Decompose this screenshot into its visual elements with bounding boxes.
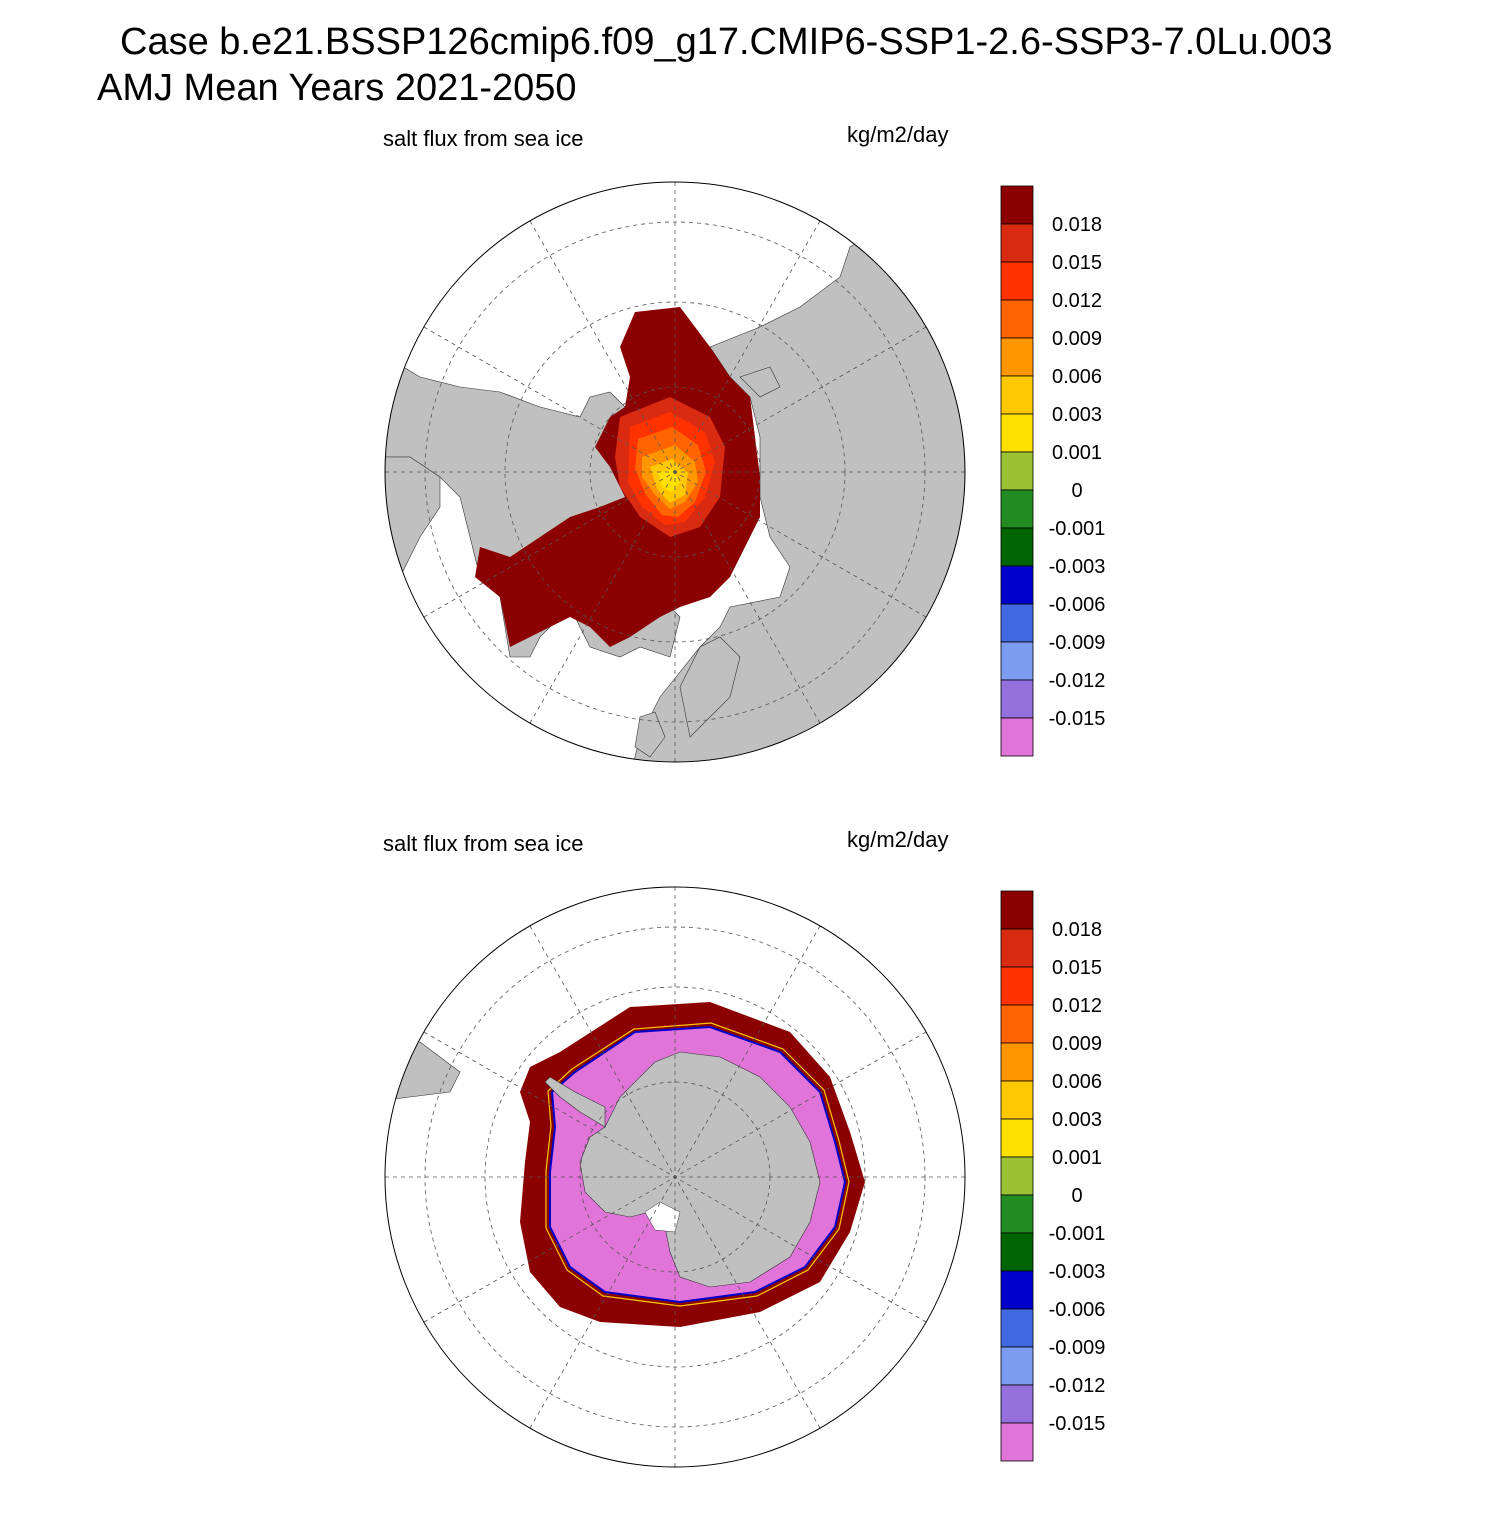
colorbar-tick-label: -0.015: [1049, 708, 1106, 730]
colorbar-swatch: [1000, 375, 1034, 415]
ross-ice-shelf: [644, 1201, 681, 1233]
antarctica-landmass: [579, 1051, 821, 1288]
antarctica: [544, 1051, 821, 1288]
panel-south: salt flux from sea ice kg/m2/day: [0, 815, 1500, 1515]
colorbar-swatch: [1000, 261, 1034, 301]
colorbar-swatch: [1000, 603, 1034, 643]
figure-title-line-2: AMJ Mean Years 2021-2050: [97, 67, 577, 109]
scandinavia-landmass: [679, 636, 741, 738]
panel-units-label: kg/m2/day: [847, 122, 949, 147]
colorbar-swatch: [1000, 223, 1034, 263]
colorbar-tick-label: 0.009: [1052, 1033, 1102, 1055]
colorbar-tick-label: -0.006: [1049, 594, 1106, 616]
colorbar-swatch: [1000, 1422, 1034, 1462]
colorbar-tick-label: -0.003: [1049, 556, 1106, 578]
panel-units-label: kg/m2/day: [847, 827, 949, 852]
colorbar-tick-label: -0.015: [1049, 1413, 1106, 1435]
colorbar-swatch: [1000, 928, 1034, 968]
colorbar-tick-label: 0: [1071, 480, 1082, 502]
colorbar-tick-label: -0.001: [1049, 518, 1106, 540]
colorbar-swatch: [1000, 1346, 1034, 1386]
colorbar-swatch: [1000, 1308, 1034, 1348]
flux-ring-edge-blue: [549, 1025, 847, 1304]
colorbar-tick-label: 0.015: [1052, 252, 1102, 274]
colorbar: 0.018 0.015 0.012 0.009 0.006 0.003 0.001 0 -0.0…: [1000, 890, 1106, 1462]
colorbar-tick-label: 0: [1071, 1185, 1082, 1207]
colorbar-swatch: [1000, 451, 1034, 491]
colorbar-tick-label: 0.009: [1052, 328, 1102, 350]
colorbar-tick-label: -0.009: [1049, 632, 1106, 654]
colorbar-swatch: [1000, 185, 1034, 225]
flux-band-001: [658, 469, 680, 493]
map-boundary: [384, 886, 966, 1468]
panel-north: salt flux from sea ice kg/m2/day: [0, 110, 1500, 810]
panel-title-left: salt flux from sea ice: [383, 831, 584, 856]
colorbar-tick-label: 0.012: [1052, 995, 1102, 1017]
colorbar-swatch: [1000, 679, 1034, 719]
figure-title-line-1: Case b.e21.BSSP126cmip6.f09_g17.CMIP6-SS…: [120, 21, 1333, 63]
south-polar-map: [384, 886, 966, 1468]
colorbar-swatch: [1000, 1042, 1034, 1082]
colorbar-swatch: [1000, 1384, 1034, 1424]
colorbar-swatch: [1000, 299, 1034, 339]
colorbar-tick-label: -0.012: [1049, 670, 1106, 692]
flux-band-high: [475, 307, 760, 647]
colorbar-swatch: [1000, 717, 1034, 757]
siberia-island: [739, 366, 781, 398]
colorbar-tick-label: 0.003: [1052, 1109, 1102, 1131]
colorbar-tick-label: 0.003: [1052, 404, 1102, 426]
colorbar-swatch: [1000, 890, 1034, 930]
colorbar-tick-label: -0.012: [1049, 1375, 1106, 1397]
colorbar-tick-label: 0.018: [1052, 919, 1102, 941]
colorbar-swatch: [1000, 1270, 1034, 1310]
flux-ring-edge-yellow: [545, 1022, 850, 1307]
colorbar-swatch: [1000, 565, 1034, 605]
colorbar-swatch: [1000, 1080, 1034, 1120]
colorbar-swatch: [1000, 966, 1034, 1006]
colorbar-tick-label: 0.001: [1052, 442, 1102, 464]
colorbar: 0.018 0.015 0.012 0.009 0.006 0.003 0.001 0 -0.0…: [1000, 185, 1106, 757]
colorbar-swatch: [1000, 413, 1034, 453]
colorbar-tick-label: -0.001: [1049, 1223, 1106, 1245]
colorbar-tick-label: 0.006: [1052, 366, 1102, 388]
colorbar-swatch: [1000, 489, 1034, 529]
panel-title-left: salt flux from sea ice: [383, 126, 584, 151]
colorbar-swatch: [1000, 1004, 1034, 1044]
antarctic-peninsula: [544, 1076, 606, 1128]
uk-landmass: [634, 711, 666, 758]
colorbar-tick-label: 0.001: [1052, 1147, 1102, 1169]
colorbar-swatch: [1000, 641, 1034, 681]
colorbar-tick-label: 0.006: [1052, 1071, 1102, 1093]
colorbar-swatch: [1000, 1194, 1034, 1234]
colorbar-swatch: [1000, 1118, 1034, 1158]
graticule: [385, 887, 965, 1467]
colorbar-swatch: [1000, 527, 1034, 567]
map-boundary: [384, 181, 966, 763]
colorbar-labels: 0.018 0.015 0.012 0.009 0.006 0.003 0.001 0 -0.0…: [1049, 919, 1106, 1435]
colorbar-tick-label: -0.009: [1049, 1337, 1106, 1359]
colorbar-swatch: [1000, 337, 1034, 377]
colorbar-labels: 0.018 0.015 0.012 0.009 0.006 0.003 0.001 0 -0.0…: [1049, 214, 1106, 730]
colorbar-tick-label: 0.015: [1052, 957, 1102, 979]
colorbar-boxes: [1000, 185, 1034, 757]
colorbar-tick-label: 0.012: [1052, 290, 1102, 312]
colorbar-swatch: [1000, 1232, 1034, 1272]
colorbar-tick-label: -0.006: [1049, 1299, 1106, 1321]
colorbar-swatch: [1000, 1156, 1034, 1196]
colorbar-boxes: [1000, 890, 1034, 1462]
north-polar-map: [384, 181, 966, 763]
graticule: [385, 182, 965, 762]
colorbar-tick-label: 0.018: [1052, 214, 1102, 236]
colorbar-tick-label: -0.003: [1049, 1261, 1106, 1283]
